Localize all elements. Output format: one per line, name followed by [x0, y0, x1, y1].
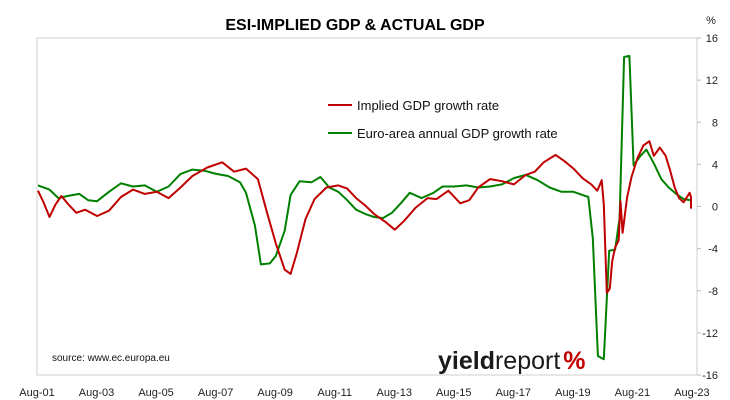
y-tick-label: -4 — [708, 244, 718, 256]
x-tick-label: Aug-05 — [138, 387, 173, 399]
series-line-implied-gdp — [37, 140, 692, 294]
x-tick-label: Aug-23 — [674, 387, 709, 399]
brand-part-yield: yield — [438, 347, 495, 375]
brand-part-percent: % — [563, 347, 585, 375]
brand-wordmark: yieldreport% — [438, 347, 586, 375]
legend-label-implied: Implied GDP growth rate — [357, 98, 499, 113]
x-tick-label: Aug-07 — [198, 387, 233, 399]
y-tick-label: 4 — [712, 159, 718, 171]
y-tick-label: -8 — [708, 286, 718, 298]
x-tick-label: Aug-19 — [555, 387, 590, 399]
y-tick-label: 8 — [712, 117, 718, 129]
x-tick-label: Aug-01 — [19, 387, 54, 399]
y-tick-label: 16 — [706, 33, 718, 45]
axis-layer: 16 12 8 4 0 -4 -8 -12 -16 Aug-01 Aug-03 Aug-05 Aug-0… — [19, 33, 718, 399]
x-tick-label: Aug-15 — [436, 387, 471, 399]
x-tick-label: Aug-09 — [257, 387, 292, 399]
series-layer — [37, 54, 692, 361]
y-tick-label: 0 — [712, 202, 718, 214]
brand-logo: yieldreport% — [438, 347, 586, 375]
source-note: source: www.ec.europa.eu — [52, 353, 170, 364]
legend: Implied GDP growth rate Euro-area annual… — [328, 98, 558, 141]
y-tick-label: 12 — [706, 75, 718, 87]
x-tick-label: Aug-11 — [317, 387, 352, 399]
y-axis-unit: % — [706, 15, 716, 27]
brand-part-report: report — [495, 347, 560, 375]
x-tick-label: Aug-17 — [496, 387, 531, 399]
x-tick-label: Aug-03 — [79, 387, 114, 399]
y-tick-label: -16 — [702, 370, 718, 382]
y-tick-label: -12 — [702, 328, 718, 340]
x-tick-label: Aug-21 — [615, 387, 650, 399]
x-tick-label: Aug-13 — [376, 387, 411, 399]
legend-label-actual: Euro-area annual GDP growth rate — [357, 126, 558, 141]
chart-title: ESI-IMPLIED GDP & ACTUAL GDP — [225, 17, 485, 34]
